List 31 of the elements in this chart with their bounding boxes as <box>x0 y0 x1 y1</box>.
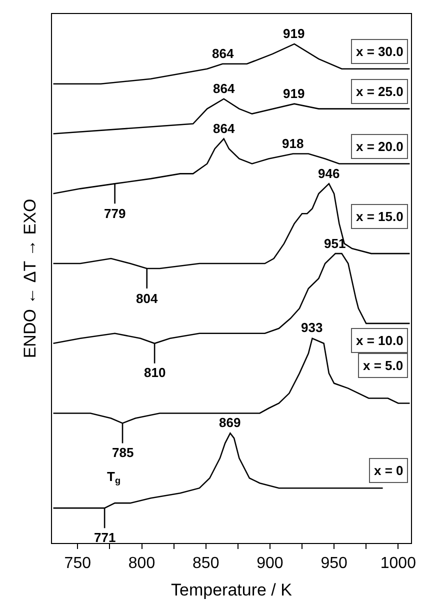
annotation: 771 <box>94 530 116 545</box>
x-tick-label: 850 <box>192 555 220 572</box>
series-label: x = 15.0 <box>356 209 404 224</box>
series-label: x = 10.0 <box>356 333 404 348</box>
series-label: x = 25.0 <box>356 84 404 99</box>
annotation: T$_{g}$ <box>107 469 121 486</box>
annotation: 933 <box>301 320 323 335</box>
annotation: 779 <box>104 206 126 221</box>
annotation: 810 <box>144 365 166 380</box>
annotation: 919 <box>283 26 305 41</box>
y-axis-title: ENDO ← ΔT → EXO <box>20 198 40 358</box>
annotation: 864 <box>213 121 236 136</box>
annotation: 869 <box>219 415 241 430</box>
series-label: x = 30.0 <box>356 44 404 59</box>
annotation: 785 <box>112 445 134 460</box>
x-tick-label: 1000 <box>380 555 416 572</box>
annotation: 919 <box>283 86 305 101</box>
x-tick-label: 750 <box>64 555 92 572</box>
x-axis-title: Temperature / K <box>171 580 293 600</box>
annotation: 946 <box>318 166 340 181</box>
annotation: 918 <box>282 136 304 151</box>
x-tick-label: 950 <box>320 555 348 572</box>
series-label: x = 0 <box>374 463 404 478</box>
series-label: x = 20.0 <box>356 139 404 154</box>
annotation: 864 <box>212 46 234 61</box>
annotation: 804 <box>136 291 158 306</box>
annotation: 864 <box>213 81 236 96</box>
annotation: 951 <box>324 236 346 251</box>
series-label: x = 5.0 <box>363 358 404 373</box>
x-tick-label: 900 <box>256 555 284 572</box>
x-tick-label: 800 <box>128 555 156 572</box>
